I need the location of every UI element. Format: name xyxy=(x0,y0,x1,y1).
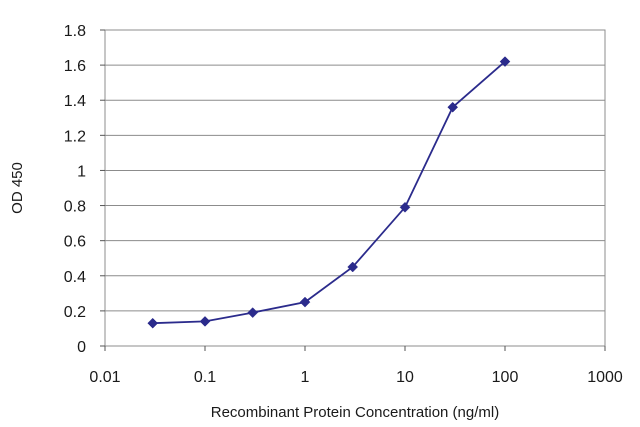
data-point xyxy=(199,316,211,327)
x-tick-label: 10 xyxy=(396,369,414,386)
axes xyxy=(100,29,606,351)
y-tick-label: 1.2 xyxy=(64,128,86,145)
x-tick-label: 1 xyxy=(301,369,310,386)
data-point xyxy=(247,307,259,318)
gridlines xyxy=(105,29,605,312)
data-point xyxy=(499,56,511,67)
data-point xyxy=(299,296,311,308)
y-tick-label: 0.2 xyxy=(64,304,86,321)
series-layer xyxy=(147,56,511,329)
data-point xyxy=(147,317,159,329)
data-point xyxy=(399,201,411,213)
y-tick-label: 1 xyxy=(77,163,86,180)
x-axis-label: Recombinant Protein Concentration (ng/ml… xyxy=(211,404,499,421)
data-point xyxy=(347,261,359,273)
y-tick-label: 0.8 xyxy=(64,199,86,216)
y-tick-labels: 0 0.2 0.4 0.6 0.8 1 1.2 1.4 1.6 1.8 xyxy=(64,23,86,356)
x-tick-labels: 0.01 0.1 1 10 100 1000 xyxy=(89,369,622,386)
y-tick-label: 0 xyxy=(77,339,86,356)
x-tick-label: 0.01 xyxy=(89,369,120,386)
y-axis-label: OD 450 xyxy=(9,162,26,214)
x-tick-label: 0.1 xyxy=(194,369,216,386)
y-tick-label: 0.6 xyxy=(64,234,86,251)
plot-area xyxy=(104,29,606,347)
x-tick-label: 100 xyxy=(492,369,519,386)
y-tick-label: 0.4 xyxy=(64,269,86,286)
y-tick-label: 1.4 xyxy=(64,93,86,110)
y-tick-label: 1.6 xyxy=(64,58,86,75)
series-line xyxy=(152,60,506,325)
data-point xyxy=(447,101,459,113)
x-tick-label: 1000 xyxy=(587,369,623,386)
y-tick-label: 1.8 xyxy=(64,23,86,40)
